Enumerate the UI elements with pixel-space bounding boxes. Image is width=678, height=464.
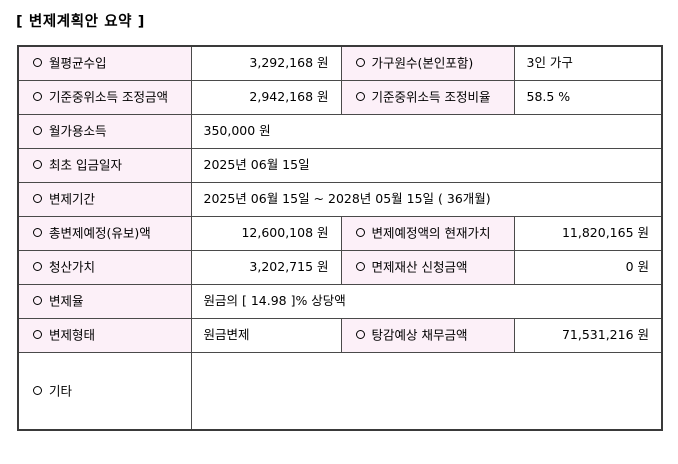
row-label-cell: 면제재산 신청금액: [340, 249, 515, 285]
circle-bullet-icon: [355, 329, 365, 339]
table-row: 기타: [17, 351, 663, 431]
table-row: 변제형태 원금변제 탕감예상 채무금액 71,531,216 원: [17, 317, 663, 353]
table-row: 변제율 원금의 [ 14.98 ]% 상당액: [17, 283, 663, 319]
circle-bullet-icon: [355, 261, 365, 271]
table-row: 월가용소득 350,000 원: [17, 113, 663, 149]
row-value-cell: [190, 351, 663, 431]
row-value-cell: 350,000 원: [190, 113, 663, 149]
row-value-cell: 58.5 %: [513, 79, 663, 115]
row-label-text: 가구원수(본인포함): [371, 55, 474, 71]
circle-bullet-icon: [355, 58, 365, 67]
row-label-cell: 탕감예상 채무금액: [340, 317, 515, 353]
circle-bullet-icon: [355, 91, 365, 101]
row-label-cell: 월가용소득: [17, 113, 192, 149]
row-value-cell: 12,600,108 원: [190, 215, 342, 251]
row-value-cell: 2025년 06월 15일: [190, 147, 663, 183]
row-label-cell: 기준중위소득 조정금액: [17, 79, 192, 115]
row-label-cell: 최초 입금일자: [17, 147, 192, 183]
summary-table-body: 월평균수입 3,292,168 원 가구원수(본인포함) 3인 가구 기준중위소…: [17, 45, 663, 431]
row-label-text: 기준중위소득 조정금액: [49, 89, 168, 105]
circle-bullet-icon: [33, 261, 42, 271]
row-value-cell: 11,820,165 원: [513, 215, 663, 251]
row-value-cell: 2025년 06월 15일 ~ 2028년 05월 15일 ( 36개월): [190, 181, 663, 217]
row-value-cell: 0 원: [513, 249, 663, 285]
row-label-text: 변제율: [49, 293, 84, 309]
table-row: 변제기간 2025년 06월 15일 ~ 2028년 05월 15일 ( 36개…: [17, 181, 663, 217]
circle-bullet-icon: [33, 295, 42, 305]
circle-bullet-icon: [33, 58, 42, 67]
row-label-cell: 청산가치: [17, 249, 192, 285]
row-label-text: 월평균수입: [49, 55, 107, 71]
row-value-cell: 3인 가구: [513, 45, 663, 81]
row-value-cell: 2,942,168 원: [190, 79, 342, 115]
row-label-text: 변제형태: [49, 327, 96, 343]
row-label-text: 면제재산 신청금액: [371, 259, 468, 275]
circle-bullet-icon: [33, 193, 42, 203]
row-label-text: 최초 입금일자: [49, 157, 122, 173]
row-value-cell: 원금변제: [190, 317, 342, 353]
table-row: 청산가치 3,202,715 원 면제재산 신청금액 0 원: [17, 249, 663, 285]
repayment-plan-summary-table: 월평균수입 3,292,168 원 가구원수(본인포함) 3인 가구 기준중위소…: [17, 45, 663, 431]
row-label-cell: 월평균수입: [17, 45, 192, 81]
row-label-text: 총변제예정(유보)액: [49, 225, 151, 241]
row-label-text: 기타: [49, 383, 73, 398]
table-row: 최초 입금일자 2025년 06월 15일: [17, 147, 663, 183]
row-label-text: 청산가치: [49, 259, 96, 275]
circle-bullet-icon: [33, 385, 42, 395]
circle-bullet-icon: [33, 159, 42, 169]
row-label-cell: 기타: [17, 351, 192, 431]
row-label-text: 변제기간: [49, 191, 96, 207]
row-value-cell: 원금의 [ 14.98 ]% 상당액: [190, 283, 663, 319]
row-label-cell: 가구원수(본인포함): [340, 45, 515, 81]
row-label-text: 월가용소득: [49, 123, 107, 139]
row-label-cell: 총변제예정(유보)액: [17, 215, 192, 251]
row-label-cell: 기준중위소득 조정비율: [340, 79, 515, 115]
circle-bullet-icon: [33, 227, 42, 237]
circle-bullet-icon: [33, 125, 42, 135]
row-label-cell: 변제율: [17, 283, 192, 319]
row-label-cell: 변제기간: [17, 181, 192, 217]
row-label-cell: 변제형태: [17, 317, 192, 353]
row-value-cell: 71,531,216 원: [513, 317, 663, 353]
row-label-text: 탕감예상 채무금액: [371, 327, 468, 343]
table-row: 월평균수입 3,292,168 원 가구원수(본인포함) 3인 가구: [17, 45, 663, 81]
circle-bullet-icon: [33, 91, 42, 101]
table-row: 총변제예정(유보)액 12,600,108 원 변제예정액의 현재가치 11,8…: [17, 215, 663, 251]
page-title: [ 변제계획안 요약 ]: [16, 14, 145, 30]
circle-bullet-icon: [33, 329, 42, 339]
row-label-text: 변제예정액의 현재가치: [371, 225, 491, 241]
circle-bullet-icon: [355, 227, 365, 237]
row-value-cell: 3,292,168 원: [190, 45, 342, 81]
table-row: 기준중위소득 조정금액 2,942,168 원 기준중위소득 조정비율 58.5…: [17, 79, 663, 115]
row-value-cell: 3,202,715 원: [190, 249, 342, 285]
row-label-cell: 변제예정액의 현재가치: [340, 215, 515, 251]
row-label-text: 기준중위소득 조정비율: [371, 89, 491, 105]
